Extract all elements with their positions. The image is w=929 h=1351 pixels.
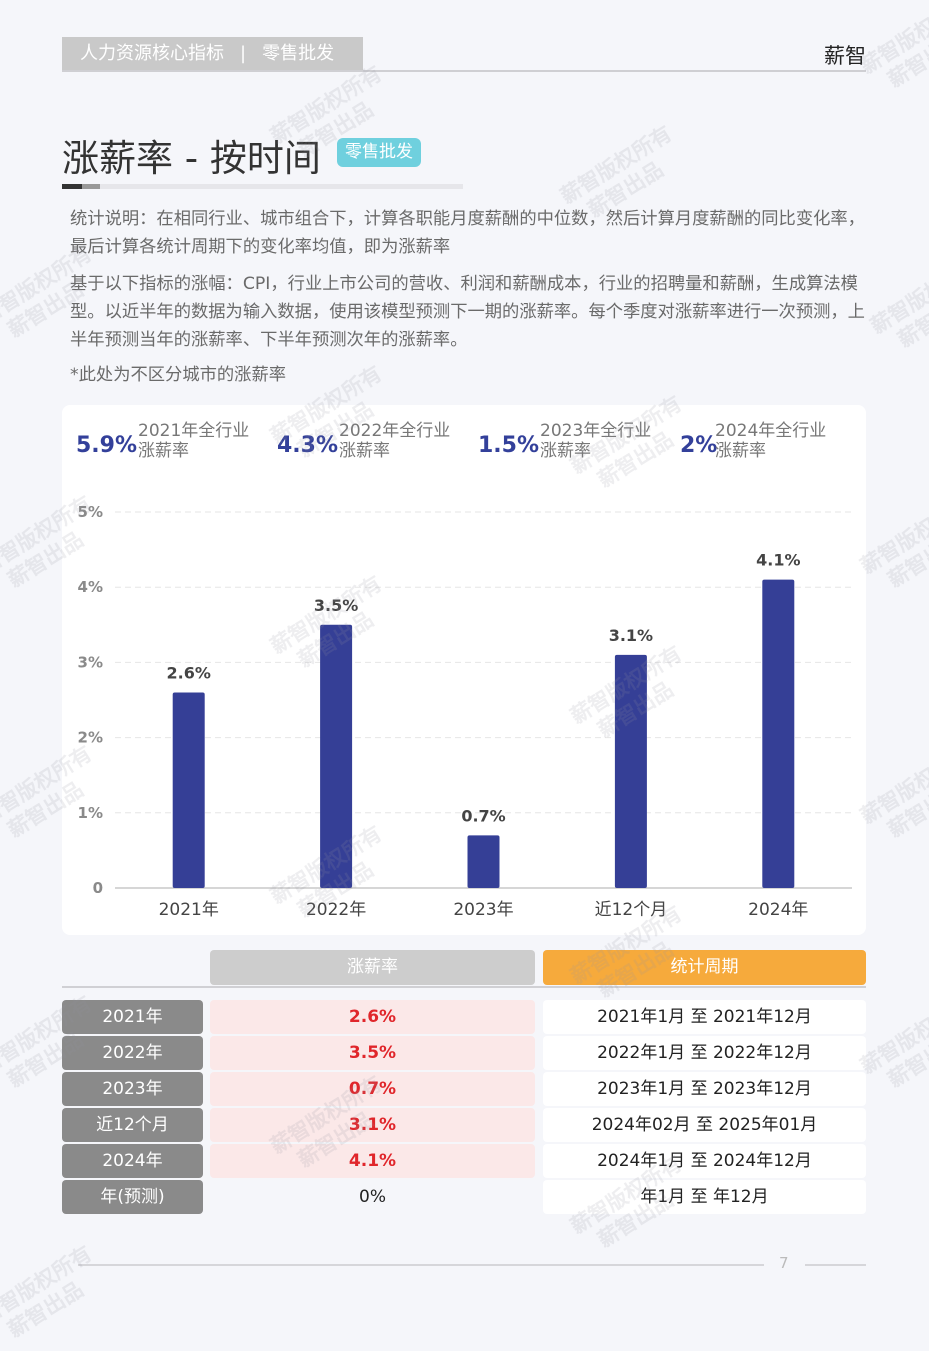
value-label: 2.6%	[167, 663, 211, 682]
chart-card: 0 1% 2% 3% 4% 5% 2.6% 2021年 3.5% 2022年 0.7% 2023年 3.…	[62, 405, 866, 935]
y-tick-label: 4%	[78, 578, 103, 596]
header-bar: 人力资源核心指标 | 零售批发	[62, 37, 363, 71]
kpi-label: 涨薪率	[540, 441, 591, 461]
bar	[172, 692, 205, 888]
period-cell: 2023年1月 至 2023年12月	[543, 1072, 866, 1106]
rate-cell: 0.7%	[210, 1072, 535, 1106]
bar	[467, 835, 500, 888]
row-label: 近12个月	[62, 1108, 203, 1142]
rate-cell: 0%	[359, 1187, 386, 1207]
table-header: 统计周期	[543, 950, 866, 985]
kpi-label: 涨薪率	[339, 441, 390, 461]
watermark-text: 薪智版权所有	[856, 491, 929, 579]
kpi-label: 2023年全行业	[540, 421, 652, 441]
watermark: 薪智版权所有薪智出品	[856, 0, 929, 101]
row-label: 年(预测)	[62, 1180, 203, 1214]
watermark-text: 薪智出品	[883, 527, 929, 593]
note: *此处为不区分城市的涨薪率	[70, 365, 287, 385]
table-header: 涨薪率	[210, 950, 535, 985]
bar	[320, 624, 353, 888]
period-cell: 年1月 至 年12月	[543, 1180, 866, 1214]
kpi-label: 2021年全行业	[138, 421, 250, 441]
row-label: 2023年	[62, 1072, 203, 1106]
kpi-label: 涨薪率	[715, 441, 766, 461]
bar	[614, 654, 647, 888]
table-rule	[62, 986, 866, 988]
watermark-text: 薪智出品	[893, 287, 929, 353]
watermark-text: 薪智版权所有	[856, 0, 929, 79]
y-tick-label: 1%	[78, 804, 103, 822]
watermark-text: 薪智版权所有	[866, 251, 929, 339]
watermark: 薪智版权所有薪智出品	[856, 491, 929, 602]
header-section: 人力资源核心指标	[80, 43, 224, 64]
row-label: 2021年	[62, 1000, 203, 1034]
title-underline	[82, 184, 100, 189]
rate-cell: 2.6%	[210, 1000, 535, 1034]
watermark: 薪智版权所有薪智出品	[866, 251, 929, 362]
row-label: 2024年	[62, 1144, 203, 1178]
y-tick-label: 2%	[78, 729, 103, 747]
period-cell: 2022年1月 至 2022年12月	[543, 1036, 866, 1070]
note: 基于以下指标的涨幅：CPI，行业上市公司的营收、利润和薪酬成本，行业的招聘量和薪…	[70, 274, 865, 350]
x-tick-label: 2023年	[453, 900, 513, 920]
rate-cell: 3.5%	[210, 1036, 535, 1070]
header-line	[62, 70, 866, 72]
x-tick-label: 2021年	[159, 900, 219, 920]
value-label: 4.1%	[756, 551, 800, 570]
watermark-text: 薪智出品	[883, 777, 929, 843]
bar	[762, 579, 795, 888]
value-label: 0.7%	[461, 806, 505, 825]
header-divider: |	[240, 43, 247, 64]
title-underline	[100, 184, 463, 189]
y-tick-label: 0	[93, 879, 103, 897]
page-title: 涨薪率 - 按时间	[62, 137, 321, 180]
watermark-text: 薪智出品	[883, 27, 929, 93]
x-tick-label: 2024年	[748, 900, 808, 920]
rate-cell: 4.1%	[210, 1144, 535, 1178]
title-tag: 零售批发	[337, 138, 421, 167]
period-cell: 2021年1月 至 2021年12月	[543, 1000, 866, 1034]
footer-line	[78, 1264, 764, 1266]
value-label: 3.1%	[609, 626, 653, 645]
watermark-text: 薪智版权所有	[856, 741, 929, 829]
y-tick-label: 5%	[78, 503, 103, 521]
watermark: 薪智版权所有薪智出品	[0, 1241, 110, 1351]
brand: 薪智	[824, 44, 866, 68]
period-cell: 2024年1月 至 2024年12月	[543, 1144, 866, 1178]
rate-cell: 3.1%	[210, 1108, 535, 1142]
row-label: 2022年	[62, 1036, 203, 1070]
kpi-label: 涨薪率	[138, 441, 189, 461]
watermark-text: 薪智出品	[3, 1277, 88, 1343]
footer-line	[805, 1264, 866, 1266]
header-industry: 零售批发	[262, 43, 335, 64]
period-cell: 2024年02月 至 2025年01月	[543, 1108, 866, 1142]
watermark-text: 薪智版权所有	[856, 991, 929, 1079]
watermark: 薪智版权所有薪智出品	[856, 991, 929, 1102]
kpi-value: 4.3%	[277, 433, 339, 458]
note: 统计说明：在相同行业、城市组合下，计算各职能月度薪酬的中位数，然后计算月度薪酬的…	[70, 209, 865, 257]
x-tick-label: 近12个月	[595, 900, 668, 920]
kpi-value: 2%	[680, 433, 718, 458]
kpi-value: 5.9%	[76, 433, 138, 458]
watermark-text: 薪智版权所有	[556, 121, 676, 209]
watermark-text: 薪智版权所有	[0, 1241, 96, 1329]
page-number: 7	[779, 1254, 789, 1272]
watermark-text: 薪智出品	[883, 1027, 929, 1093]
y-tick-label: 3%	[78, 653, 103, 671]
title-underline	[62, 184, 82, 189]
kpi-label: 2022年全行业	[339, 421, 451, 441]
kpi-value: 1.5%	[478, 433, 540, 458]
chart: 0 1% 2% 3% 4% 5% 2.6% 2021年 3.5% 2022年 0.7% 2023年 3.…	[78, 503, 852, 920]
kpi-label: 2024年全行业	[715, 421, 827, 441]
watermark: 薪智版权所有薪智出品	[856, 741, 929, 852]
value-label: 3.5%	[314, 596, 358, 615]
x-tick-label: 2022年	[306, 900, 366, 920]
